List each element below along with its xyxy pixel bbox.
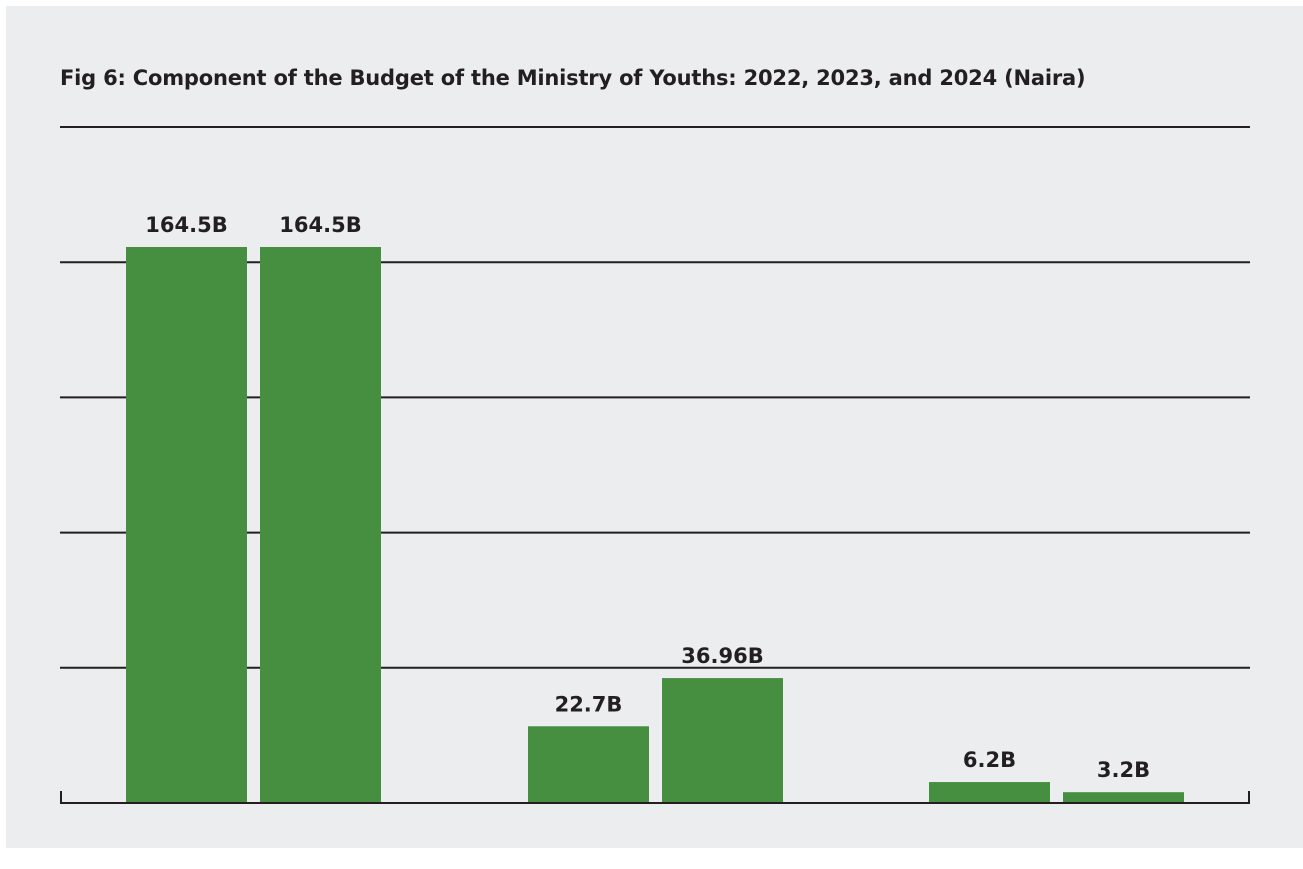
bar-value-label: 6.2B [963, 748, 1016, 772]
bar [662, 678, 783, 803]
gridlines [60, 126, 1250, 669]
bar-value-label: 164.5B [279, 213, 361, 237]
x-axis [60, 791, 1250, 804]
bar [528, 726, 649, 803]
value-labels: 164.5B 164.5B 22.7B 36.96B 6.2B 3.2B [145, 213, 1150, 782]
bar-value-label: 164.5B [145, 213, 227, 237]
bar-value-label: 3.2B [1097, 758, 1150, 782]
chart-title: Fig 6: Component of the Budget of the Mi… [60, 66, 1086, 90]
bar-value-label: 22.7B [555, 692, 623, 716]
bar [1063, 792, 1184, 803]
bar [260, 246, 381, 804]
bars [126, 246, 1184, 804]
bar-value-label: 36.96B [681, 644, 763, 668]
bar [929, 782, 1050, 803]
bar [126, 246, 247, 804]
